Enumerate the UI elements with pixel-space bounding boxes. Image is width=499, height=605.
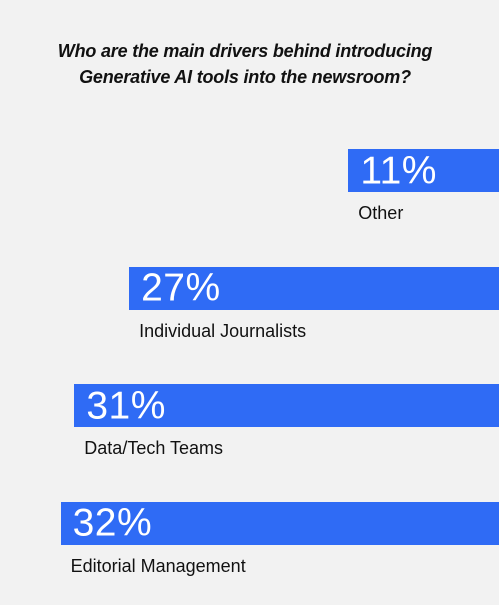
bar-other: 11% bbox=[348, 149, 499, 192]
chart-title: Who are the main drivers behind introduc… bbox=[10, 38, 480, 90]
chart-title-line-2: Generative AI tools into the newsroom? bbox=[79, 67, 411, 87]
chart-title-line-1: Who are the main drivers behind introduc… bbox=[57, 41, 433, 61]
bar-value-label: 31% bbox=[86, 384, 166, 427]
category-label: Editorial Management bbox=[70, 555, 246, 576]
bar-individual-journalists: 27% bbox=[129, 266, 499, 310]
bar-editorial-management: 32% bbox=[60, 501, 499, 545]
bar-value-label: 27% bbox=[141, 266, 221, 310]
bar-data-tech-teams: 31% bbox=[74, 384, 499, 427]
category-label: Individual Journalists bbox=[139, 320, 307, 341]
category-label: Other bbox=[358, 203, 404, 223]
bar-value-label: 11% bbox=[360, 149, 437, 192]
category-label: Data/Tech Teams bbox=[84, 438, 224, 458]
bar-value-label: 32% bbox=[72, 501, 153, 545]
